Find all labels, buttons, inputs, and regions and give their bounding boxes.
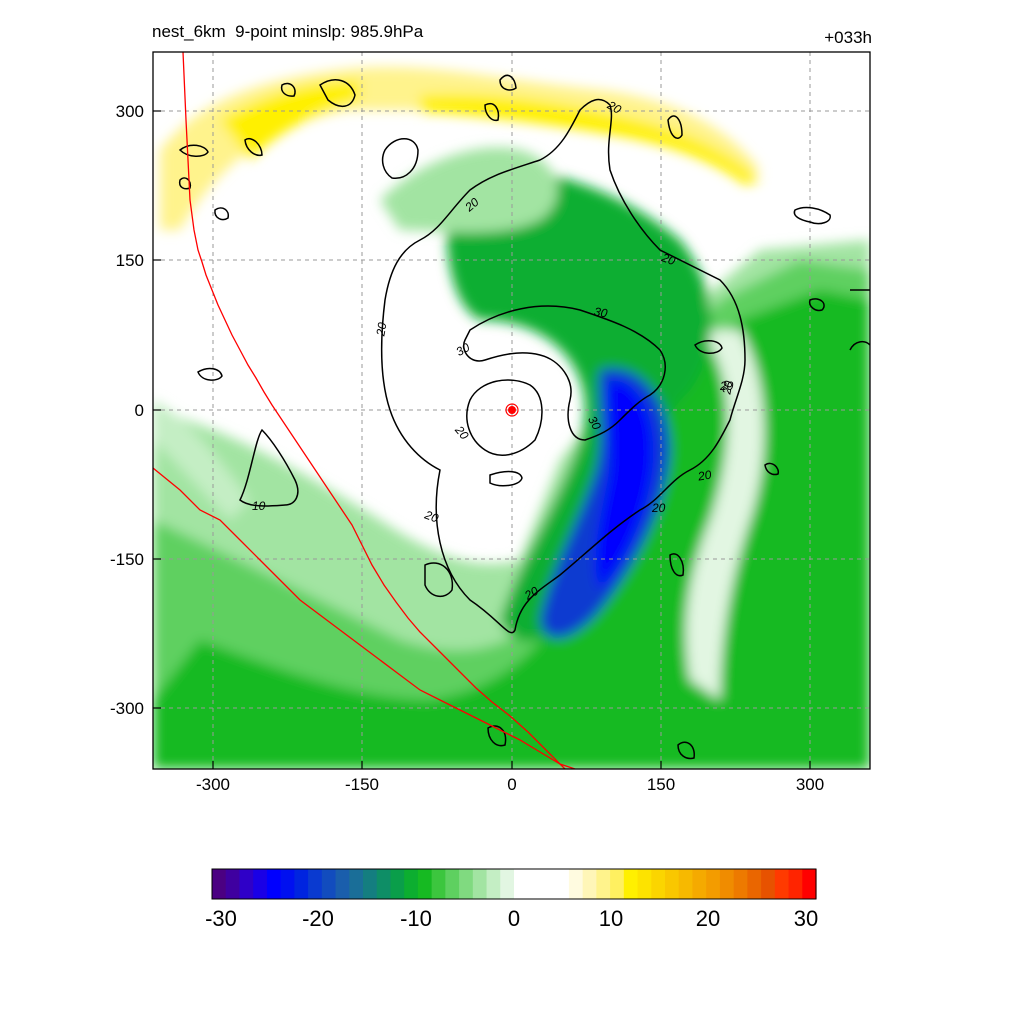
colorbar-swatch: [802, 869, 817, 899]
y-tick-label: 300: [116, 102, 144, 121]
colorbar-swatch: [321, 869, 337, 899]
colorbar-swatch: [788, 869, 803, 899]
colorbar-swatch: [349, 869, 364, 899]
colorbar-swatch: [596, 869, 611, 899]
colorbar-swatch: [774, 869, 790, 899]
colorbar: [212, 869, 817, 899]
colorbar-swatch: [266, 869, 282, 899]
colorbar-swatch: [582, 869, 597, 899]
x-tick-label: -300: [196, 775, 230, 794]
colorbar-swatch: [541, 869, 556, 899]
colorbar-swatch: [417, 869, 433, 899]
y-tick-label: 0: [135, 401, 144, 420]
storm-center-marker: [505, 403, 519, 417]
contour-label: 20: [604, 97, 624, 116]
colorbar-swatch: [555, 869, 570, 899]
colorbar-swatch: [623, 869, 639, 899]
boundary-lines: [153, 52, 576, 769]
contour-label: 20: [422, 507, 441, 525]
contour-label: 30: [454, 340, 473, 359]
contour-label: 30: [593, 304, 609, 320]
colorbar-swatch: [363, 869, 378, 899]
chart-title: nest_6km 9-point minslp: 985.9hPa: [152, 22, 424, 41]
colorbar-swatch: [733, 869, 748, 899]
colorbar-swatch: [747, 869, 762, 899]
y-tick-label: 150: [116, 251, 144, 270]
contour-label: 20: [521, 584, 541, 603]
colorbar-swatch: [308, 869, 323, 899]
colorbar-swatch: [212, 869, 227, 899]
y-tick-label: -150: [110, 550, 144, 569]
contour-label: 20: [696, 467, 713, 483]
colorbar-tick-label: 20: [696, 906, 720, 931]
colorbar-tick-label: 10: [599, 906, 623, 931]
colorbar-tick-label: -20: [302, 906, 334, 931]
colorbar-swatch: [637, 869, 652, 899]
colorbar-swatch: [610, 869, 625, 899]
colorbar-tick-label: 30: [794, 906, 818, 931]
colorbar-swatch: [431, 869, 446, 899]
colorbar-swatch: [665, 869, 680, 899]
colorbar-tick-label: -30: [205, 906, 237, 931]
colorbar-swatch: [280, 869, 295, 899]
colorbar-swatch: [678, 869, 694, 899]
colorbar-swatch: [651, 869, 666, 899]
contour-label: 30: [585, 414, 604, 433]
colorbar-frame: [211, 868, 817, 900]
tick-marks: [153, 110, 811, 769]
colorbar-swatch: [294, 869, 309, 899]
colorbar-swatch: [692, 869, 707, 899]
colorbar-swatch: [459, 869, 474, 899]
colorbar-swatch: [335, 869, 350, 899]
colorbar-swatch: [225, 869, 241, 899]
contour-label: 20: [659, 250, 678, 268]
colorbar-swatch: [253, 869, 268, 899]
colorbar-swatch: [706, 869, 721, 899]
colorbar-tick-labels: -30 -20 -10 0 10 20 30: [205, 906, 818, 931]
contour-label: 10: [252, 499, 266, 513]
colorbar-swatch: [472, 869, 488, 899]
colorbar-swatch: [514, 869, 529, 899]
x-tick-label: 300: [796, 775, 824, 794]
x-tick-labels: -300 -150 0 150 300: [196, 775, 824, 794]
contour-label: 20: [373, 321, 389, 338]
colorbar-tick-label: 0: [508, 906, 520, 931]
colorbar-swatch: [527, 869, 543, 899]
colorbar-swatch: [761, 869, 776, 899]
contour-lines: [178, 74, 870, 760]
contour-label: 20: [651, 501, 666, 515]
colorbar-swatch: [486, 869, 501, 899]
colorbar-swatch: [239, 869, 254, 899]
y-tick-labels: 300 150 0 -150 -300: [110, 102, 144, 718]
y-tick-label: -300: [110, 699, 144, 718]
forecast-hour-label: +033h: [824, 28, 872, 47]
colorbar-swatch: [568, 869, 584, 899]
x-tick-label: -150: [345, 775, 379, 794]
x-tick-label: 150: [647, 775, 675, 794]
x-tick-label: 0: [507, 775, 516, 794]
colorbar-swatch: [500, 869, 515, 899]
colorbar-swatch: [404, 869, 419, 899]
contour-label: 20: [719, 379, 735, 396]
colorbar-swatch: [719, 869, 735, 899]
colorbar-swatch: [376, 869, 392, 899]
contour-label: 20: [719, 379, 734, 393]
colorbar-tick-label: -10: [400, 906, 432, 931]
colorbar-swatch: [390, 869, 405, 899]
colorbar-swatch: [445, 869, 460, 899]
